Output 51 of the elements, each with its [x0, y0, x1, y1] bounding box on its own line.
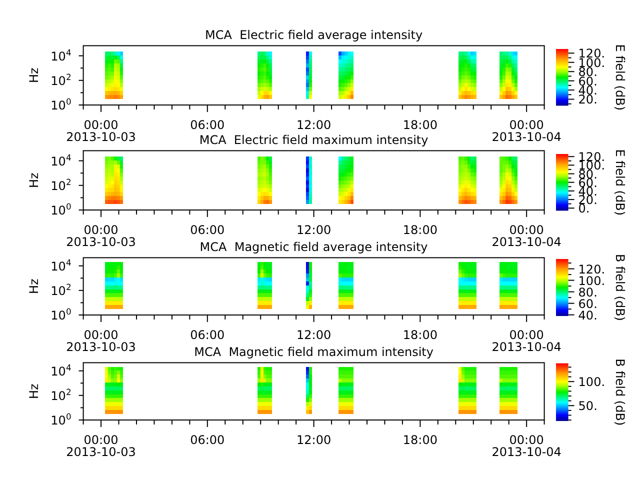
- x-tick-label: 00:00 2013-10-03: [66, 328, 136, 354]
- y-tick-label: 10$^{4}$: [50, 257, 72, 274]
- chart-title: MCA Electric field maximum intensity: [199, 133, 428, 148]
- y-tick-label: 10$^{0}$: [50, 306, 72, 322]
- chart-title: MCA Magnetic field maximum intensity: [194, 345, 434, 360]
- color-bar-label: 60.: [578, 296, 598, 311]
- color-bar-label: 50.: [578, 399, 598, 414]
- x-tick-label: 12:00: [296, 223, 332, 237]
- x-tick-label: 06:00: [190, 118, 225, 132]
- x-tick-label: 00:00 2013-10-03: [66, 118, 136, 144]
- y-tick-label: 10$^{4}$: [50, 152, 72, 168]
- color-bar-label: 120.: [578, 262, 606, 276]
- x-tick-label: 00:00 2013-10-04: [492, 433, 562, 459]
- y-tick-label: 10$^{0}$: [50, 202, 72, 218]
- color-bar-label: 100.: [578, 375, 606, 390]
- y-tick-label: 10$^{2}$: [50, 282, 72, 298]
- color-bar-title: E field (dB): [612, 44, 627, 111]
- y-tick-label: 10$^{2}$: [50, 386, 72, 403]
- x-tick-label: 12:00: [296, 328, 332, 342]
- y-tick-label: 10$^{4}$: [50, 362, 72, 378]
- x-tick-label: 12:00: [296, 118, 332, 132]
- chart-title: MCA Magnetic field average intensity: [200, 240, 428, 254]
- chart-title: MCA Electric field average intensity: [205, 28, 423, 42]
- y-tick-label: 10$^{2}$: [50, 176, 72, 193]
- x-tick-label: 00:00 2013-10-03: [66, 433, 136, 459]
- x-tick-label: 00:00 2013-10-04: [492, 328, 562, 354]
- y-axis-title: Hz: [27, 68, 42, 84]
- y-tick-label: 10$^{0}$: [50, 412, 72, 428]
- y-axis-title: Hz: [27, 172, 42, 188]
- x-tick-label: 00:00 2013-10-03: [66, 223, 136, 249]
- y-tick-label: 10$^{2}$: [50, 72, 72, 88]
- y-axis-title: Hz: [27, 384, 42, 400]
- color-bar-label: 100.: [578, 274, 606, 288]
- x-tick-label: 06:00: [190, 433, 225, 447]
- x-tick-label: 00:00 2013-10-04: [492, 223, 562, 249]
- x-tick-label: 18:00: [402, 118, 438, 132]
- x-tick-label: 18:00: [402, 433, 438, 447]
- color-bar-label: 80.: [578, 285, 598, 300]
- x-tick-label: 06:00: [190, 328, 225, 342]
- y-tick-label: 10$^{0}$: [50, 96, 72, 112]
- x-tick-label: 06:00: [190, 223, 225, 237]
- y-axis-title: Hz: [27, 278, 42, 294]
- y-tick-label: 10$^{4}$: [50, 47, 72, 64]
- x-tick-label: 18:00: [402, 223, 438, 237]
- x-tick-label: 18:00: [402, 328, 438, 342]
- color-bar-title: B field (dB): [612, 254, 627, 321]
- color-bar-title: B field (dB): [612, 358, 627, 426]
- color-bar-label: 40.: [578, 308, 598, 322]
- color-bar-title: E field (dB): [612, 149, 627, 216]
- x-tick-label: 12:00: [296, 433, 332, 447]
- x-tick-label: 00:00 2013-10-04: [492, 118, 562, 144]
